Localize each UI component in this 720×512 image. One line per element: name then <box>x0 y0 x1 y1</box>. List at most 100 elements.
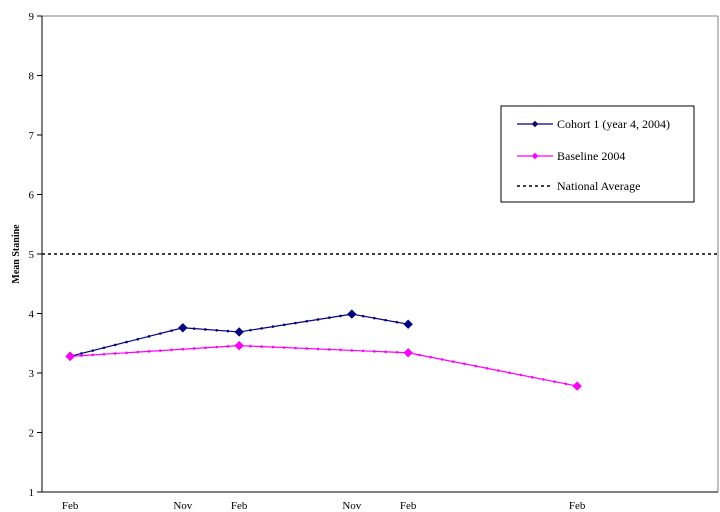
series-dot <box>485 367 489 370</box>
series-dot <box>361 314 365 318</box>
series-dot <box>294 321 297 325</box>
series-dot <box>136 337 140 341</box>
series-dot <box>395 350 399 354</box>
data-point <box>572 381 582 391</box>
series-dot <box>328 348 331 351</box>
series-dot <box>451 360 455 363</box>
series-dot <box>159 349 162 352</box>
series-dot <box>440 358 444 361</box>
series-dot <box>418 353 421 357</box>
series-dot <box>192 347 196 350</box>
legend-label: Cohort 1 (year 4, 2004) <box>557 117 670 131</box>
series-dot <box>125 351 128 355</box>
series-dot <box>91 349 94 352</box>
series-dot <box>226 329 230 333</box>
series-line <box>70 345 578 387</box>
series-dot <box>226 345 230 348</box>
series-dot <box>215 328 218 332</box>
y-tick-label: 8 <box>29 71 35 83</box>
series-dot <box>282 346 286 349</box>
series-dot <box>429 355 433 359</box>
series-dot <box>136 350 140 354</box>
series-dot <box>147 335 151 338</box>
series-dot <box>508 371 511 375</box>
data-point <box>234 340 244 351</box>
series-dot <box>361 349 365 353</box>
x-tick-label: Feb <box>400 500 417 512</box>
legend-label: Baseline 2004 <box>557 149 625 163</box>
x-tick-label: Nov <box>173 500 192 512</box>
legend-marker <box>531 152 539 160</box>
series-dot <box>305 319 309 323</box>
series-dot <box>530 375 534 379</box>
data-point <box>403 319 413 329</box>
series-dot <box>113 352 117 355</box>
series-dot <box>80 354 83 357</box>
series-dot <box>564 382 568 386</box>
series-dot <box>350 349 354 352</box>
y-tick-label: 1 <box>29 487 35 499</box>
series-dot <box>249 328 252 332</box>
y-tick-label: 4 <box>29 309 35 321</box>
series-dot <box>181 347 185 351</box>
series-dot <box>170 348 173 352</box>
series-dot <box>91 353 94 357</box>
series-dot <box>395 320 399 324</box>
x-tick-label: Feb <box>62 500 79 512</box>
plot-area <box>42 15 719 492</box>
data-point <box>347 309 357 319</box>
data-point <box>178 323 188 333</box>
legend-label: National Average <box>557 179 640 193</box>
y-tick-label: 2 <box>29 428 35 440</box>
series-dot <box>373 350 376 353</box>
series-dot <box>542 378 545 381</box>
y-tick-label: 3 <box>29 368 35 380</box>
series-dot <box>159 332 162 335</box>
series-dot <box>282 323 286 327</box>
series-dot <box>102 352 106 356</box>
series-dot <box>373 316 376 320</box>
series-dot <box>463 362 466 366</box>
y-tick-label: 5 <box>29 249 35 261</box>
series-dot <box>125 340 128 344</box>
series-dot <box>215 345 218 349</box>
series-dot <box>113 343 117 347</box>
y-tick-label: 7 <box>29 130 35 142</box>
series-dot <box>260 327 264 330</box>
y-axis-label: Mean Stanine <box>11 224 22 284</box>
data-point <box>65 351 75 362</box>
x-axis: Feb Nov Feb Nov Feb Feb <box>42 491 718 512</box>
series-dot <box>271 325 275 328</box>
series-dot <box>384 318 387 322</box>
series-dot <box>316 347 320 351</box>
series-dot <box>294 346 297 350</box>
series-dot <box>260 345 264 348</box>
series-dot <box>339 314 342 318</box>
series-dot <box>339 348 342 352</box>
y-tick-label: 6 <box>29 190 35 202</box>
series-layer <box>42 253 718 391</box>
x-tick-label: Feb <box>569 500 586 512</box>
series-0 <box>65 309 413 362</box>
series-dot <box>147 350 151 353</box>
x-tick-label: Nov <box>342 500 361 512</box>
series-1 <box>65 340 582 391</box>
series-dot <box>204 346 207 350</box>
series-dot <box>204 328 207 331</box>
series-dot <box>384 350 387 354</box>
series-dot <box>328 316 331 319</box>
series-dot <box>553 380 556 383</box>
data-point <box>403 348 413 358</box>
legend: Cohort 1 (year 4, 2004) Baseline 2004 Nati… <box>500 105 695 203</box>
series-dot <box>519 373 523 377</box>
series-dot <box>316 318 320 321</box>
series-dot <box>249 344 252 348</box>
series-dot <box>102 346 106 350</box>
series-dot <box>192 327 196 330</box>
legend-box <box>500 105 695 203</box>
series-dot <box>80 352 83 355</box>
series-dot <box>474 364 478 368</box>
series-dot <box>305 347 309 350</box>
